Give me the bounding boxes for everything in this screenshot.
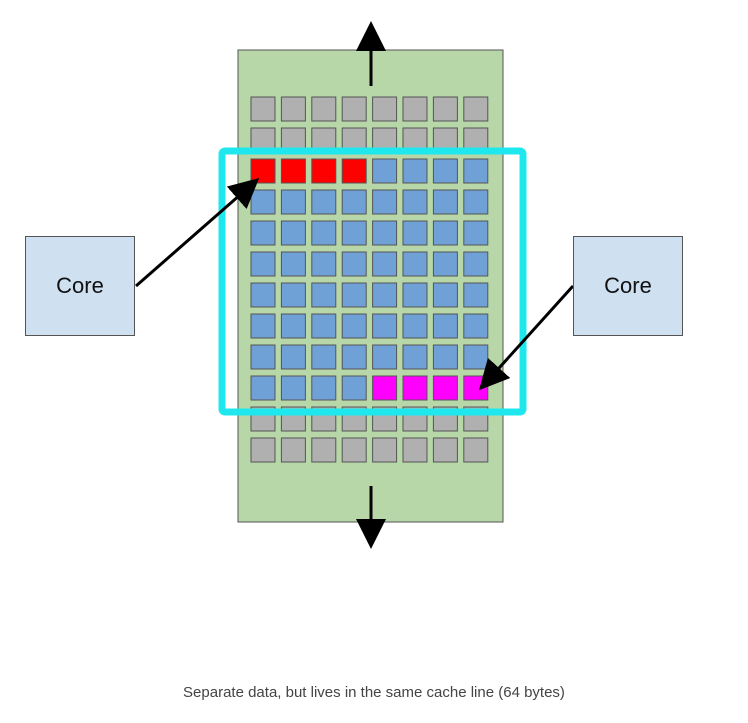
memory-cell-blue xyxy=(341,344,367,370)
memory-cell-blue xyxy=(280,344,306,370)
memory-cell-blue xyxy=(402,313,428,339)
memory-cell-blue xyxy=(372,220,398,246)
memory-cell-blue xyxy=(463,344,489,370)
memory-cell-blue xyxy=(311,313,337,339)
memory-cell-blue xyxy=(250,344,276,370)
memory-cell-blue xyxy=(432,251,458,277)
memory-cell-blue xyxy=(341,189,367,215)
memory-cell-blue xyxy=(250,313,276,339)
memory-cell-blue xyxy=(402,251,428,277)
memory-cell-blue xyxy=(402,158,428,184)
cache-line-outline xyxy=(218,147,527,416)
memory-cell-blue xyxy=(311,344,337,370)
memory-cell-gray xyxy=(280,437,306,463)
memory-cell-blue xyxy=(463,220,489,246)
memory-cell-gray xyxy=(341,96,367,122)
memory-cell-blue xyxy=(432,189,458,215)
memory-cell-blue xyxy=(402,220,428,246)
memory-cell-blue xyxy=(250,189,276,215)
memory-cell-gray xyxy=(463,96,489,122)
memory-cell-blue xyxy=(372,313,398,339)
memory-cell-blue xyxy=(280,220,306,246)
memory-cell-blue xyxy=(250,220,276,246)
memory-cell-blue xyxy=(341,251,367,277)
memory-cell-gray xyxy=(463,437,489,463)
memory-cell-gray xyxy=(311,437,337,463)
memory-cell-gray xyxy=(280,96,306,122)
memory-cell-blue xyxy=(372,158,398,184)
memory-cell-red xyxy=(311,158,337,184)
memory-cell-blue xyxy=(372,282,398,308)
memory-cell-blue xyxy=(341,375,367,401)
memory-cell-gray xyxy=(250,437,276,463)
memory-cell-blue xyxy=(311,375,337,401)
memory-cell-blue xyxy=(311,282,337,308)
core-left-box: Core xyxy=(25,236,135,336)
memory-cell-blue xyxy=(463,158,489,184)
memory-cell-blue xyxy=(432,158,458,184)
memory-cell-magenta xyxy=(463,375,489,401)
memory-cell-gray xyxy=(432,96,458,122)
memory-cell-red xyxy=(280,158,306,184)
memory-cell-grid xyxy=(250,96,489,463)
core-right-box: Core xyxy=(573,236,683,336)
memory-cell-blue xyxy=(432,344,458,370)
memory-cell-blue xyxy=(402,189,428,215)
memory-cell-red xyxy=(341,158,367,184)
memory-cell-blue xyxy=(463,189,489,215)
memory-cell-gray xyxy=(432,437,458,463)
memory-cell-blue xyxy=(432,282,458,308)
memory-cell-blue xyxy=(341,220,367,246)
memory-cell-blue xyxy=(280,189,306,215)
memory-cell-blue xyxy=(250,375,276,401)
memory-cell-blue xyxy=(280,313,306,339)
diagram-caption: Separate data, but lives in the same cac… xyxy=(183,684,565,701)
memory-cell-gray xyxy=(372,96,398,122)
memory-cell-blue xyxy=(311,189,337,215)
memory-cell-blue xyxy=(341,313,367,339)
left-core-arrow xyxy=(135,178,260,288)
memory-cell-blue xyxy=(280,251,306,277)
memory-cell-blue xyxy=(250,282,276,308)
memory-cell-blue xyxy=(432,313,458,339)
memory-cell-blue xyxy=(402,344,428,370)
memory-cell-gray xyxy=(250,96,276,122)
memory-cell-gray xyxy=(341,437,367,463)
memory-cell-blue xyxy=(250,251,276,277)
memory-cell-red xyxy=(250,158,276,184)
memory-cell-magenta xyxy=(402,375,428,401)
memory-cell-magenta xyxy=(432,375,458,401)
memory-cell-blue xyxy=(372,189,398,215)
right-core-arrow xyxy=(478,284,575,391)
memory-cell-gray xyxy=(372,437,398,463)
memory-cell-blue xyxy=(402,282,428,308)
core-right-label: Core xyxy=(604,273,652,298)
memory-region xyxy=(237,49,504,523)
memory-cell-blue xyxy=(372,344,398,370)
memory-cell-blue xyxy=(280,282,306,308)
core-left-label: Core xyxy=(56,273,104,298)
memory-cell-blue xyxy=(463,251,489,277)
memory-cell-blue xyxy=(341,282,367,308)
memory-cell-gray xyxy=(402,96,428,122)
memory-cell-gray xyxy=(402,437,428,463)
memory-cell-blue xyxy=(311,251,337,277)
memory-cell-blue xyxy=(372,251,398,277)
memory-cell-blue xyxy=(463,313,489,339)
memory-cell-blue xyxy=(311,220,337,246)
memory-cell-gray xyxy=(311,96,337,122)
memory-cell-blue xyxy=(463,282,489,308)
memory-cell-magenta xyxy=(372,375,398,401)
memory-cell-blue xyxy=(432,220,458,246)
memory-cell-blue xyxy=(280,375,306,401)
